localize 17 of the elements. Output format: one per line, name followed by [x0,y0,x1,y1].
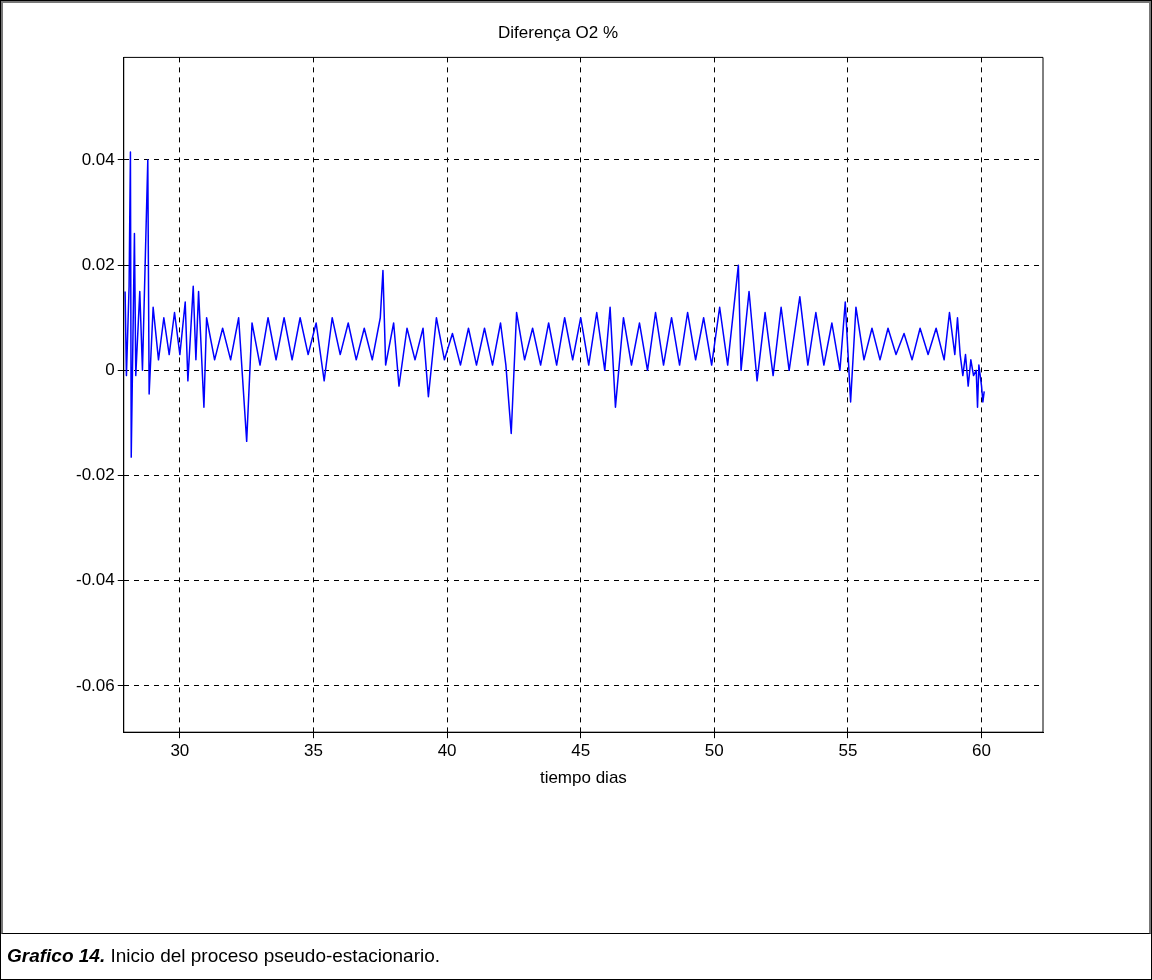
chart-title: Diferença O2 % [498,22,618,42]
text: Grafico 14. [7,945,106,966]
x-tick-label: 50 [704,741,724,761]
y-tick-label: -0.06 [76,675,115,695]
x-axis-title: tiempo dias [539,768,627,788]
x-tick-label: 60 [972,741,991,761]
x-tick-label: 30 [170,741,190,761]
x-tick-label: 40 [437,741,457,761]
x-tick-label: 45 [571,741,591,761]
y-tick-label: 0.02 [81,254,115,274]
y-tick-label: -0.04 [76,570,115,590]
text: Inicio del proceso pseudo-estacionario. [110,945,441,966]
x-tick-label: 55 [838,741,858,761]
y-tick-label: -0.02 [76,465,115,485]
y-tick-label: 0.04 [81,149,115,169]
x-tick-label: 35 [304,741,323,761]
y-tick-label: 0 [105,360,115,380]
